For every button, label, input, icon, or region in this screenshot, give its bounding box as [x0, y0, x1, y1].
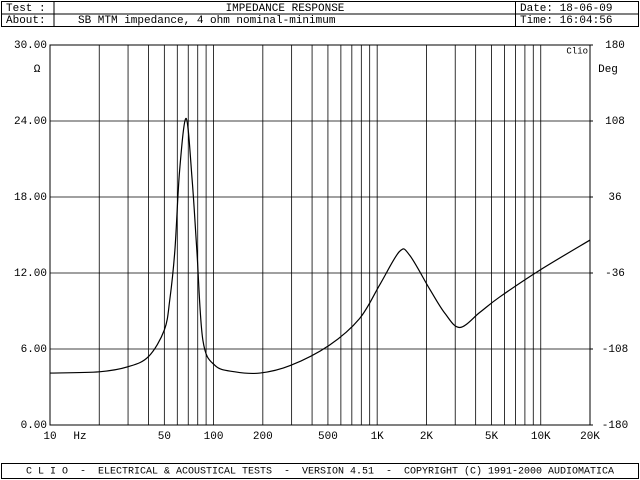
time: Time: 16:04:56: [520, 15, 612, 27]
x-tick-label: 5K: [485, 431, 499, 443]
y-tick-label: 6.00: [21, 344, 47, 356]
plot-frame: [49, 44, 591, 426]
y2-tick-label: -180: [602, 420, 628, 432]
y2-tick-label: 108: [605, 116, 625, 128]
date: Date: 18-06-09: [520, 3, 612, 15]
y2-tick-label: 36: [608, 192, 621, 204]
x-unit: Hz: [73, 431, 86, 443]
about-label: About:: [6, 15, 46, 27]
y-tick-label: 18.00: [14, 192, 47, 204]
impedance-curve: [49, 117, 591, 375]
about: SB MTM impedance, 4 ohm nominal-minimum: [78, 15, 336, 27]
y2-tick-label: 180: [605, 40, 625, 52]
y2-tick-label: -108: [602, 344, 628, 356]
x-tick-label: 200: [253, 431, 273, 443]
footer-box: [1, 463, 639, 479]
x-tick-label: 1K: [371, 431, 385, 443]
y-tick-label: 0.00: [21, 420, 47, 432]
x-tick-label: 50: [158, 431, 171, 443]
y-tick-label: 24.00: [14, 116, 47, 128]
footer: C L I O - ELECTRICAL & ACOUSTICAL TESTS …: [26, 466, 614, 478]
x-tick-label: 20K: [580, 431, 600, 443]
brand: Clio: [566, 46, 588, 56]
x-tick-label: 100: [204, 431, 224, 443]
x-tick-label: 2K: [420, 431, 434, 443]
test-label: Test :: [6, 3, 46, 15]
x-tick-label: 10K: [531, 431, 551, 443]
y2-unit: Deg: [598, 64, 618, 76]
chart-title: IMPEDANCE RESPONSE: [226, 3, 345, 15]
plot: 10 50 100 200 500 1K 2K 5K 10K 20K 0.00 6.00 12.00 18…: [14, 40, 628, 443]
y2-tick-label: -36: [605, 268, 625, 280]
y-tick-label: 30.00: [14, 40, 47, 52]
y-unit: Ω: [34, 64, 41, 76]
x-tick-label: 10: [43, 431, 56, 443]
y-tick-label: 12.00: [14, 268, 47, 280]
x-tick-label: 500: [318, 431, 338, 443]
